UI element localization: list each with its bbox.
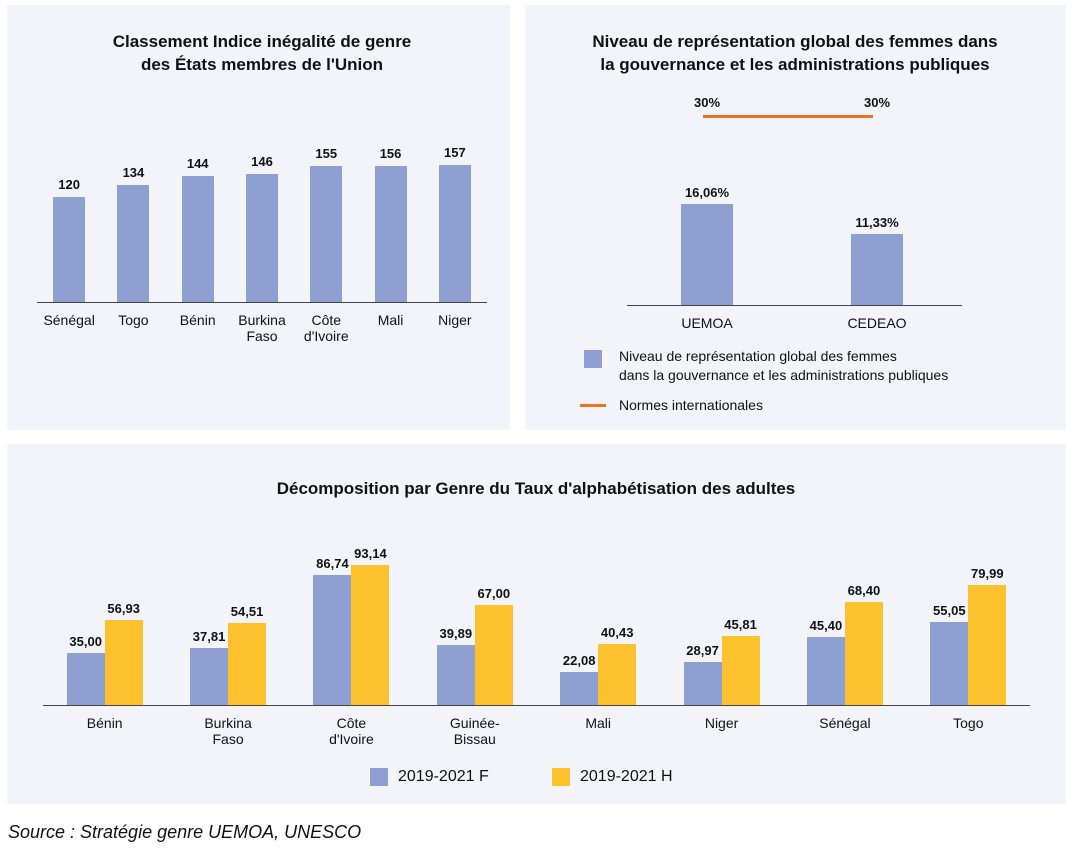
value-label: 56,93: [107, 600, 140, 616]
value-label: 45,40: [809, 617, 843, 633]
value-label: 144: [186, 156, 209, 171]
value-label: 22,08: [562, 652, 596, 668]
value-label: 67,00: [477, 585, 511, 601]
value-label: 40,43: [600, 625, 634, 641]
bar: [598, 644, 637, 705]
value-label: 79,99: [971, 566, 1004, 581]
x-tick-label: Bénin: [86, 715, 123, 731]
bar: [806, 636, 845, 705]
x-tick-label: Côte d'Ivoire: [303, 312, 349, 344]
bar: [190, 648, 229, 705]
bar: [53, 197, 86, 302]
x-tick-label: Mali: [377, 312, 404, 328]
x-tick-label: Sénégal: [43, 312, 95, 328]
line: [703, 115, 873, 119]
chart-title: Classement Indice inégalité de genre des…: [112, 32, 412, 74]
value-label: 55,05: [933, 603, 966, 619]
bar: [438, 164, 471, 302]
value-label: 16,06%: [684, 185, 730, 201]
panel: [525, 5, 1066, 430]
value-label: 30%: [863, 94, 891, 110]
bar: [930, 622, 969, 705]
value-label: 37,81: [192, 629, 226, 645]
bar: [246, 174, 278, 302]
value-label: 68,40: [847, 583, 881, 599]
legend-label: 2019-2021 H: [580, 768, 673, 785]
legend-swatch: [370, 768, 388, 786]
value-label: 134: [122, 164, 145, 180]
value-label: 30%: [693, 94, 721, 110]
legend-label: Niveau de représentation global des femm…: [619, 348, 949, 383]
value-label: 45,81: [724, 617, 757, 633]
bar: [228, 623, 267, 705]
bar: [117, 184, 150, 302]
x-tick-label: Bénin: [179, 312, 216, 328]
value-label: 93,14: [354, 546, 387, 562]
axis-line: [37, 302, 487, 303]
x-tick-label: Niger: [438, 312, 472, 328]
bar: [844, 602, 883, 705]
legend-label: Normes internationales: [619, 397, 763, 413]
legend-swatch: [584, 350, 602, 368]
bar: [474, 604, 513, 705]
legend-swatch: [552, 768, 570, 786]
axis-line: [43, 705, 1030, 706]
value-label: 146: [251, 154, 273, 170]
bar: [683, 661, 722, 705]
x-tick-label: CEDEAO: [847, 315, 907, 331]
x-tick-label: Burkina Faso: [204, 715, 252, 747]
panel: [7, 444, 1066, 804]
bar: [310, 166, 343, 302]
bar: [313, 574, 352, 705]
bar: [721, 636, 760, 705]
value-label: 155: [315, 146, 338, 162]
bar: [374, 165, 407, 302]
value-label: 11,33%: [855, 214, 899, 230]
value-label: 39,89: [439, 626, 473, 642]
x-tick-label: Sénégal: [819, 715, 871, 731]
source: Source : Stratégie genre UEMOA, UNESCO: [8, 822, 362, 842]
value-label: 28,97: [686, 642, 719, 658]
bar: [968, 585, 1007, 705]
chart-title: Niveau de représentation global des femm…: [592, 32, 998, 74]
bar: [104, 619, 143, 705]
x-tick-label: Guinée- Bissau: [449, 715, 500, 747]
bar: [66, 652, 105, 705]
bar: [681, 204, 733, 305]
bar: [560, 671, 599, 705]
chart-title: Décomposition par Genre du Taux d'alphab…: [276, 479, 796, 498]
bar: [436, 645, 475, 705]
legend-swatch: [580, 404, 606, 407]
value-label: 157: [443, 144, 466, 160]
bar: [351, 565, 390, 705]
x-tick-label: UEMOA: [681, 315, 733, 331]
x-tick-label: Mali: [585, 715, 612, 731]
x-tick-label: Togo: [953, 715, 984, 731]
bar: [181, 176, 214, 302]
axis-line: [627, 305, 962, 306]
value-label: 86,74: [316, 555, 349, 571]
bar: [851, 233, 903, 305]
legend-label: 2019-2021 F: [398, 768, 489, 785]
value-label: 54,51: [230, 604, 264, 620]
value-label: 120: [58, 177, 80, 192]
x-tick-label: Côte d'Ivoire: [329, 715, 374, 747]
x-tick-label: Burkina Faso: [238, 312, 286, 344]
x-tick-label: Niger: [704, 715, 739, 731]
x-tick-label: Togo: [118, 312, 149, 328]
value-label: 35,00: [69, 633, 102, 649]
value-label: 156: [379, 145, 402, 161]
